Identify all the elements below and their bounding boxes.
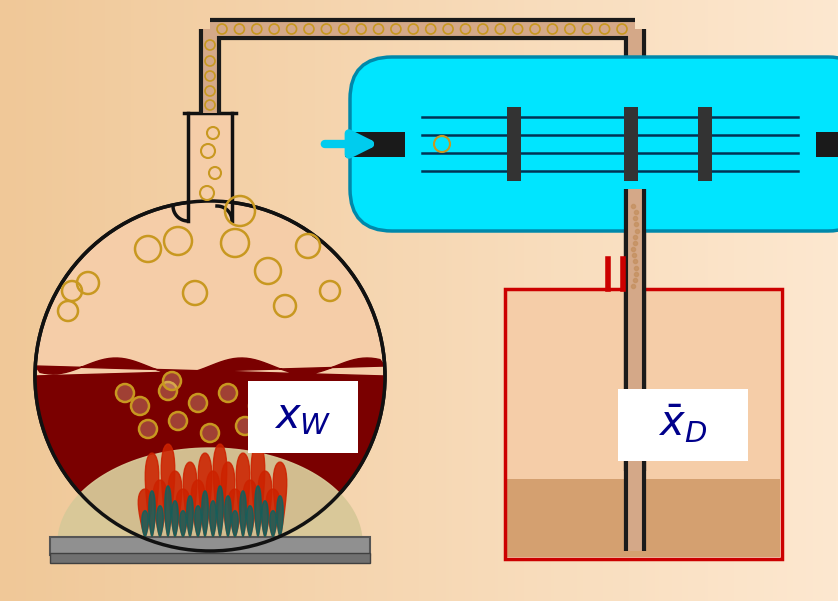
Polygon shape — [270, 511, 277, 537]
Polygon shape — [142, 511, 148, 537]
Polygon shape — [236, 453, 250, 537]
Polygon shape — [251, 444, 265, 537]
Polygon shape — [172, 501, 178, 537]
Point — [631, 406, 644, 416]
Point — [627, 244, 640, 254]
Polygon shape — [273, 462, 287, 537]
Polygon shape — [255, 486, 261, 537]
Polygon shape — [199, 453, 212, 537]
Point — [628, 251, 641, 260]
Circle shape — [35, 201, 385, 551]
Point — [630, 439, 644, 449]
Polygon shape — [258, 471, 272, 537]
Bar — [698, 107, 712, 181]
Point — [628, 213, 641, 223]
Polygon shape — [225, 496, 231, 537]
Circle shape — [169, 412, 187, 430]
Polygon shape — [217, 486, 223, 537]
Circle shape — [236, 417, 254, 435]
Polygon shape — [261, 501, 268, 537]
Circle shape — [219, 384, 237, 402]
Point — [627, 384, 640, 394]
Point — [627, 318, 640, 328]
Polygon shape — [240, 491, 246, 537]
Point — [628, 238, 642, 248]
Polygon shape — [187, 496, 194, 537]
Polygon shape — [194, 505, 201, 537]
Point — [629, 263, 643, 272]
Text: $\bar{x}_D$: $\bar{x}_D$ — [659, 403, 707, 445]
Bar — [188, 113, 232, 221]
Circle shape — [201, 424, 219, 442]
Polygon shape — [214, 444, 227, 537]
Circle shape — [131, 397, 149, 415]
Point — [629, 207, 643, 217]
Circle shape — [249, 397, 267, 415]
Polygon shape — [176, 489, 189, 537]
Polygon shape — [184, 462, 197, 537]
Point — [629, 219, 643, 229]
Bar — [248, 381, 358, 453]
Point — [628, 329, 641, 339]
Point — [628, 232, 642, 242]
Polygon shape — [277, 496, 283, 537]
Polygon shape — [168, 471, 182, 537]
Point — [625, 351, 639, 361]
Point — [627, 281, 640, 291]
Point — [626, 417, 639, 427]
Circle shape — [159, 382, 177, 400]
Circle shape — [189, 394, 207, 412]
Polygon shape — [149, 491, 155, 537]
Point — [628, 257, 642, 266]
Bar — [507, 107, 521, 181]
Point — [628, 275, 641, 285]
Polygon shape — [180, 511, 186, 537]
Polygon shape — [191, 480, 204, 537]
Polygon shape — [165, 486, 171, 537]
Polygon shape — [246, 505, 253, 537]
Point — [629, 450, 643, 460]
Bar — [618, 389, 748, 461]
Polygon shape — [210, 501, 216, 537]
FancyBboxPatch shape — [350, 57, 838, 231]
Polygon shape — [161, 444, 175, 537]
Text: $x_W$: $x_W$ — [274, 395, 332, 437]
Polygon shape — [221, 462, 235, 537]
Point — [629, 269, 643, 278]
Circle shape — [163, 372, 181, 390]
Bar — [507, 291, 780, 557]
Polygon shape — [228, 489, 241, 537]
Polygon shape — [266, 489, 280, 537]
Circle shape — [139, 420, 157, 438]
Polygon shape — [232, 511, 238, 537]
Bar — [624, 107, 638, 181]
Polygon shape — [153, 480, 167, 537]
Point — [628, 362, 642, 372]
Bar — [507, 479, 780, 557]
Polygon shape — [145, 453, 158, 537]
Point — [631, 373, 644, 383]
Circle shape — [281, 400, 299, 418]
Point — [627, 296, 640, 306]
Bar — [505, 289, 782, 559]
Polygon shape — [58, 448, 362, 543]
Bar — [50, 537, 370, 555]
Polygon shape — [243, 480, 256, 537]
Point — [630, 226, 644, 236]
Polygon shape — [202, 491, 209, 537]
Polygon shape — [206, 471, 220, 537]
Polygon shape — [35, 358, 385, 551]
Polygon shape — [138, 489, 152, 537]
Point — [628, 428, 642, 438]
Point — [631, 307, 644, 317]
Bar — [50, 553, 370, 563]
Circle shape — [116, 384, 134, 402]
Point — [627, 201, 640, 211]
Point — [631, 340, 644, 350]
Point — [628, 395, 642, 405]
Point — [628, 461, 642, 471]
Polygon shape — [157, 505, 163, 537]
